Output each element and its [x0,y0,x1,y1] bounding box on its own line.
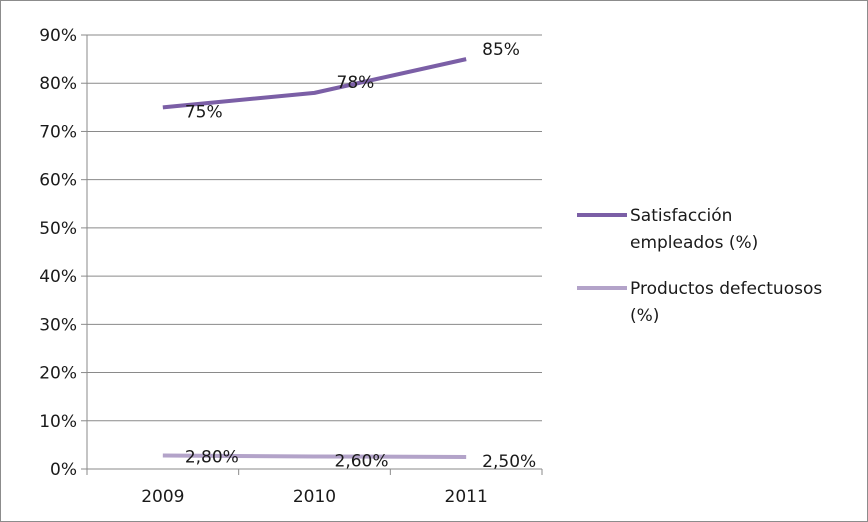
data-labels: 75% 78% 85% 2,80% 2,60% 2,50% [185,40,536,472]
y-tick-label: 90% [39,26,77,46]
axes: 0% 10% 20% 30% 40% 50% 60% 70% 80% 90% 2009 2010 201… [39,26,543,507]
y-tick-label: 80% [39,74,77,94]
legend-label: Productos defectuosos (%) [630,279,822,326]
y-tick-label: 10% [39,412,77,432]
y-tick-label: 70% [39,122,77,142]
data-label: 85% [482,40,520,60]
y-tick-label: 20% [39,364,77,384]
x-tick-label: 2009 [141,487,184,507]
gridlines [87,34,542,422]
y-tick-label: 40% [39,267,77,287]
series-lines [162,57,467,459]
y-tick-label: 60% [39,171,77,191]
y-tick-label: 50% [39,219,77,239]
legend: Satisfacción empleados (%) Productos defec… [577,206,822,326]
x-tick-label: 2011 [445,487,488,507]
data-label: 2,80% [185,447,239,467]
legend-label: Satisfacción empleados (%) [630,206,758,253]
data-label: 2,60% [335,451,389,471]
y-tick-label: 30% [39,315,77,335]
data-label: 2,50% [482,452,536,472]
y-tick-label: 0% [50,460,77,480]
data-label: 75% [185,102,223,122]
data-label: 78% [337,73,375,93]
x-tick-label: 2010 [293,487,336,507]
